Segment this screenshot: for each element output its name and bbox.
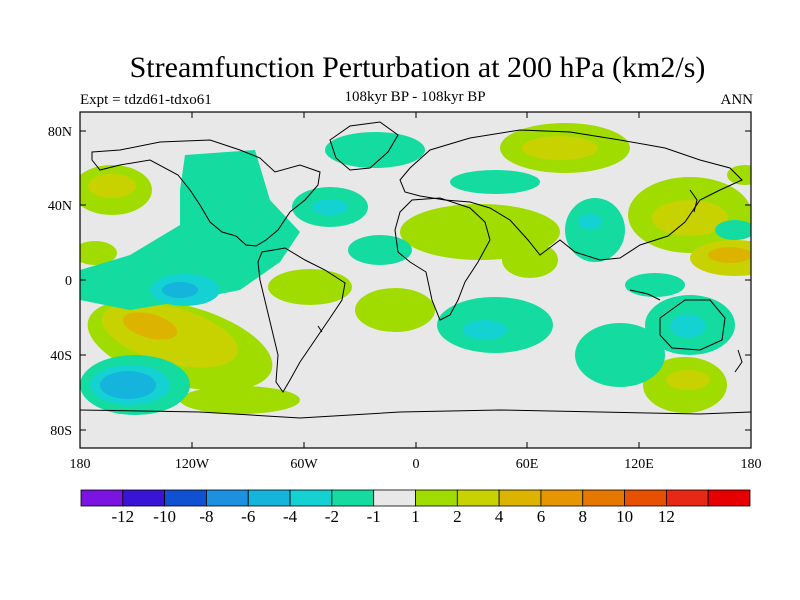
colorbar-swatch	[498, 489, 542, 507]
colorbar-label: -8	[199, 507, 213, 526]
lat-label: 40N	[48, 199, 72, 214]
period-label: 108kyr BP - 108kyr BP	[344, 89, 486, 105]
lon-label: 120W	[175, 457, 210, 472]
lon-label: 120E	[624, 457, 654, 472]
colorbar-swatch	[206, 489, 249, 507]
colorbar-swatch	[456, 489, 500, 507]
colorbar-label: 4	[495, 507, 504, 526]
experiment-label: Expt = tdzd61-tdxo61	[80, 92, 212, 108]
colorbar-label: -12	[111, 507, 134, 526]
lon-label: 0	[413, 457, 420, 472]
colorbar-label: -2	[325, 507, 339, 526]
colorbar-label: -1	[367, 507, 381, 526]
anomaly-field	[80, 121, 751, 419]
lat-label: 80N	[48, 125, 72, 140]
plot-title: Streamfunction Perturbation at 200 hPa (…	[129, 51, 706, 84]
axis-ticks	[80, 112, 751, 448]
colorbar-label: -10	[153, 507, 176, 526]
colorbar-label: 6	[537, 507, 546, 526]
lat-label: 0	[65, 274, 72, 289]
colorbar-swatch	[665, 489, 709, 507]
colorbar-swatch	[247, 489, 291, 507]
positive-anomalies	[80, 123, 751, 414]
colorbar-swatch	[331, 489, 375, 507]
colorbar-swatch	[582, 489, 625, 507]
colorbar-swatch	[289, 489, 333, 507]
colorbar-swatch	[415, 489, 458, 507]
colorbar-label: -6	[241, 507, 255, 526]
lon-label: 60E	[516, 457, 539, 472]
colorbar-label: 2	[453, 507, 462, 526]
negative-anomalies	[80, 132, 751, 415]
colorbar-swatch	[80, 489, 124, 507]
colorbar-label: 1	[411, 507, 420, 526]
lon-label: 180	[741, 457, 762, 472]
colorbar-swatch	[373, 489, 416, 507]
colorbar-label: 12	[658, 507, 675, 526]
coastlines	[80, 121, 751, 419]
colorbar: -12 -10 -8 -6 -4 -2 -1 1 2 4 6 8 10 12	[80, 489, 751, 526]
colorbar-swatch	[540, 489, 584, 507]
colorbar-swatch	[122, 489, 166, 507]
colorbar-label: 10	[616, 507, 633, 526]
colorbar-swatch	[624, 489, 667, 507]
colorbar-swatch	[164, 489, 207, 507]
colorbar-label: 8	[579, 507, 588, 526]
colorbar-label: -4	[283, 507, 298, 526]
colorbar-swatch	[707, 489, 751, 507]
season-label: ANN	[720, 92, 754, 108]
lat-label: 40S	[50, 349, 72, 364]
lon-label: 180	[70, 457, 91, 472]
lon-label: 60W	[290, 457, 318, 472]
lat-label: 80S	[50, 424, 72, 439]
